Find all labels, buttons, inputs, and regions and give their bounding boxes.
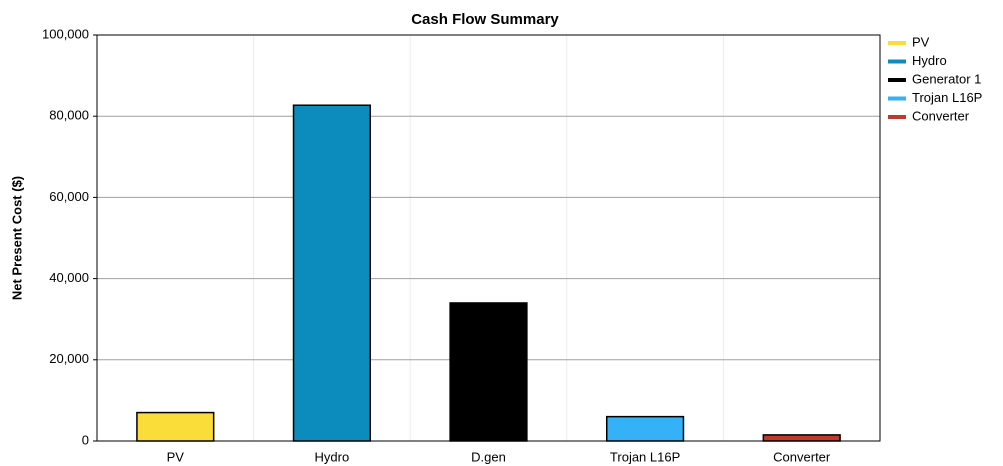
- y-tick-label: 40,000: [49, 270, 89, 285]
- x-tick-label: Converter: [773, 449, 831, 464]
- bar: [449, 302, 528, 442]
- chart-title: Cash Flow Summary: [411, 11, 559, 28]
- bar: [762, 434, 841, 442]
- y-tick-label: 80,000: [49, 108, 89, 123]
- y-axis-label: Net Present Cost ($): [9, 176, 24, 300]
- legend-label: Trojan L16P: [912, 90, 982, 105]
- y-tick-label: 60,000: [49, 189, 89, 204]
- y-tick-label: 0: [82, 432, 89, 447]
- bar: [136, 411, 215, 442]
- bar: [292, 104, 372, 442]
- legend-label: Converter: [912, 108, 970, 123]
- x-tick-label: Hydro: [315, 449, 350, 464]
- x-tick-label: PV: [167, 449, 185, 464]
- bar: [605, 415, 685, 442]
- y-tick-label: 100,000: [42, 26, 89, 41]
- y-tick-label: 20,000: [49, 351, 89, 366]
- legend-label: PV: [912, 34, 930, 49]
- x-tick-label: D.gen: [471, 449, 506, 464]
- legend-label: Generator 1: [912, 71, 981, 86]
- x-tick-label: Trojan L16P: [610, 449, 680, 464]
- legend-label: Hydro: [912, 53, 947, 68]
